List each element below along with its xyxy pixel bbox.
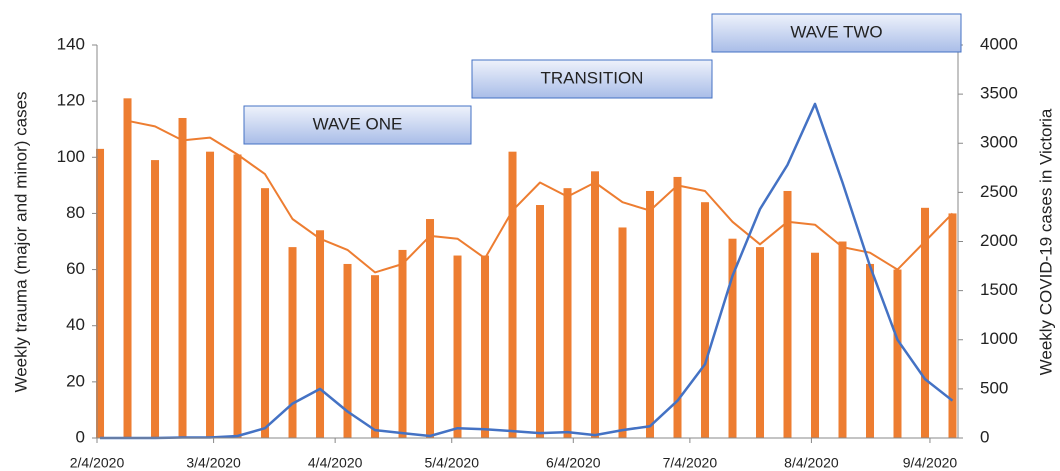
x-tick-label: 9/4/2020 (903, 455, 958, 471)
bar (756, 247, 765, 438)
y-tick-label: 20 (66, 371, 85, 390)
line (127, 119, 954, 274)
bar (563, 188, 572, 438)
y2-tick-label: 2000 (980, 231, 1018, 250)
annotation-box (471, 59, 713, 99)
x-tick-label: 4/4/2020 (308, 455, 363, 471)
y2-tick-label: 0 (980, 427, 989, 446)
bar (453, 255, 462, 438)
annotation: WAVE TWO (790, 22, 882, 41)
bar (893, 269, 902, 438)
x-tick-label: 3/4/2020 (186, 455, 241, 471)
bar (178, 117, 187, 438)
bar (921, 207, 930, 438)
y-tick-label: 120 (57, 91, 85, 110)
y2-tick-label: 3000 (980, 133, 1018, 152)
annotation-box (711, 13, 962, 53)
bar (811, 252, 820, 438)
bar (536, 205, 545, 438)
y2-tick-label: 1000 (980, 329, 1018, 348)
bar (206, 151, 215, 438)
y-axis-label: Weekly trauma (major and minor) cases (11, 91, 30, 392)
bar (783, 190, 792, 438)
annotation-box (243, 105, 472, 145)
bar (701, 202, 710, 438)
y-tick-label: 140 (57, 34, 85, 53)
y-tick-label: 0 (76, 427, 85, 446)
y2-tick-label: 500 (980, 378, 1008, 397)
y-tick-label: 100 (57, 147, 85, 166)
y2-tick-label: 4000 (980, 34, 1018, 53)
bar (261, 188, 270, 438)
y2-axis-label: Weekly COVID-19 cases in Victoria (1036, 108, 1055, 375)
x-tick-label: 6/4/2020 (546, 455, 601, 471)
bar (728, 238, 737, 438)
x-tick-label: 5/4/2020 (424, 455, 479, 471)
y-tick-label: 60 (66, 259, 85, 278)
bar (673, 176, 682, 438)
bar (123, 98, 132, 438)
bar (151, 160, 160, 439)
y2-tick-label: 3500 (980, 84, 1018, 103)
bar (481, 255, 490, 438)
bar (398, 249, 407, 438)
y-tick-label: 40 (66, 315, 85, 334)
bar (838, 241, 847, 438)
line (100, 102, 954, 440)
bar (371, 275, 380, 438)
annotation: TRANSITION (541, 68, 644, 87)
bar (343, 263, 352, 438)
y2-tick-label: 2500 (980, 182, 1018, 201)
bar (646, 190, 655, 438)
x-tick-label: 2/4/2020 (70, 455, 125, 471)
annotation: WAVE ONE (313, 114, 403, 133)
x-tick-label: 7/4/2020 (663, 455, 718, 471)
bar (96, 148, 105, 438)
bar (426, 219, 435, 438)
y-tick-label: 80 (66, 203, 85, 222)
bar (591, 171, 600, 439)
bar (288, 247, 297, 438)
bar (866, 263, 875, 438)
bar (508, 151, 517, 438)
bar (233, 154, 242, 438)
x-tick-label: 8/4/2020 (784, 455, 839, 471)
bar (618, 227, 627, 438)
y2-tick-label: 1500 (980, 280, 1018, 299)
bar (316, 230, 325, 438)
bar (948, 213, 957, 438)
